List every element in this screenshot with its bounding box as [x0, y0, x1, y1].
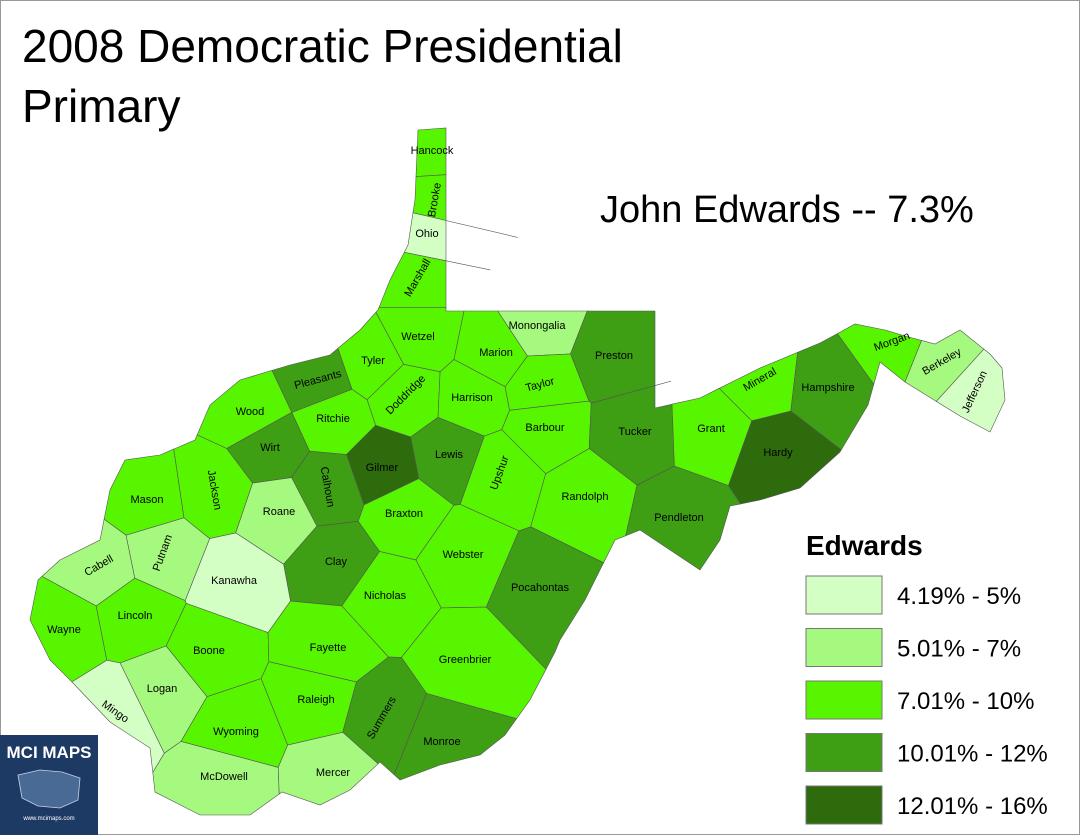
county-label: Wayne [47, 624, 81, 636]
county [277, 731, 379, 806]
county-label: Monroe [423, 736, 460, 748]
county [152, 741, 280, 816]
county-label: Mercer [316, 767, 351, 779]
county-label: Logan [147, 683, 178, 695]
legend-label: 7.01% - 10% [897, 688, 1034, 715]
legend-label: 5.01% - 7% [897, 636, 1021, 663]
county [625, 465, 742, 571]
county-label: Pocahontas [511, 582, 570, 594]
county-label: Wyoming [213, 726, 259, 738]
logo: MCI MAPS www.mcimaps.com [0, 735, 98, 835]
title-line: 2008 Democratic Presidential [22, 20, 623, 72]
title-line: Primary [22, 80, 180, 132]
county [71, 659, 165, 774]
county-label: Roane [263, 506, 295, 518]
county-label: Braxton [385, 508, 423, 520]
county-label: Wirt [260, 442, 280, 454]
county-label: Hardy [763, 447, 793, 459]
county-label: Raleigh [297, 694, 334, 706]
county-label: Pendleton [654, 512, 704, 524]
county-label: Harrison [451, 392, 493, 404]
county-label: Monongalia [509, 320, 567, 332]
county-label: Tucker [618, 426, 652, 438]
county-label: McDowell [200, 771, 248, 783]
county-label: Brooke [426, 182, 444, 218]
legend-swatch [805, 680, 883, 720]
legend-label: 4.19% - 5% [897, 583, 1021, 610]
county-label: Barbour [525, 422, 564, 434]
county-label: Marion [479, 347, 513, 359]
county-label: Nicholas [364, 590, 407, 602]
legend-title: Edwards [806, 530, 923, 561]
legend-swatch [805, 628, 883, 667]
county-label: Wood [236, 406, 265, 418]
logo-url: www.mcimaps.com [22, 816, 74, 822]
county-label: Mason [130, 494, 163, 506]
county-label: Fayette [310, 642, 347, 654]
county-label: Greenbrier [439, 654, 492, 666]
county-label: Kanawha [211, 575, 258, 587]
county-label: Ritchie [316, 413, 350, 425]
legend-swatch [805, 575, 883, 615]
logo-map [17, 769, 81, 809]
county-label: Lincoln [118, 610, 153, 622]
county [393, 693, 518, 781]
county [378, 251, 447, 308]
logo-name: MCI MAPS [7, 743, 92, 762]
county-label: Lewis [435, 449, 464, 461]
county-label: Preston [595, 350, 633, 362]
county [935, 348, 1006, 433]
county-label: Wetzel [401, 331, 434, 343]
legend: 4.19% - 5% 5.01% - 7% 7.01% - 10% 10.01% - … [805, 575, 1048, 825]
county-label: Hancock [411, 145, 454, 157]
county-label: Ohio [415, 228, 438, 240]
county-label: Hampshire [801, 382, 854, 394]
subtitle: John Edwards -- 7.3% [600, 189, 974, 231]
county [530, 448, 638, 564]
county-label: Boone [193, 645, 225, 657]
counties [29, 127, 1006, 816]
county-label: Randolph [561, 491, 608, 503]
legend-label: 12.01% - 16% [897, 793, 1048, 820]
legend-swatch [805, 733, 883, 772]
legend-swatch [805, 785, 883, 825]
county-label: Webster [443, 549, 484, 561]
county-label: Tyler [361, 355, 385, 367]
legend-label: 10.01% - 12% [897, 741, 1048, 768]
county-label: Clay [325, 556, 348, 568]
county-label: Gilmer [366, 462, 399, 474]
county-label: Grant [697, 423, 725, 435]
